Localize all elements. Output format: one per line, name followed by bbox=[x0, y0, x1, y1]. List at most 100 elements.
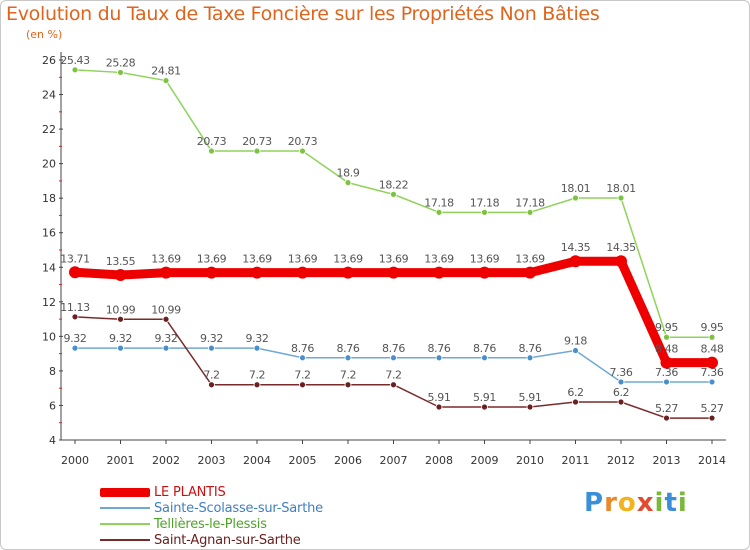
y-tick-label: 8 bbox=[49, 365, 56, 378]
data-label: 20.73 bbox=[197, 135, 227, 148]
data-label: 13.69 bbox=[424, 253, 454, 266]
y-tick-label: 6 bbox=[49, 399, 56, 412]
data-label: 13.69 bbox=[379, 253, 409, 266]
data-label: 9.18 bbox=[564, 335, 587, 348]
data-label: 13.69 bbox=[333, 253, 363, 266]
data-label: 6.2 bbox=[613, 386, 629, 399]
data-point bbox=[71, 313, 79, 321]
legend: LE PLANTIS Sainte-Scolasse-sur-Sarthe Tell… bbox=[100, 484, 323, 548]
legend-swatch bbox=[100, 523, 150, 525]
data-point bbox=[387, 266, 400, 279]
x-tick-label: 2011 bbox=[562, 454, 590, 467]
x-tick-label: 2003 bbox=[198, 454, 226, 467]
data-label: 13.69 bbox=[515, 253, 545, 266]
legend-label: Sainte-Scolasse-sur-Sarthe bbox=[154, 500, 323, 516]
axes: 4 6 8 10 12 14 16 18 20 22 24 26 2000 2001 2002 2003 200… bbox=[42, 52, 726, 467]
series-saint-agnan-sur-sarthe: 11.13 10.99 10.99 7.2 7.2 7.2 7.2 7.2 5.91 5.91 5.… bbox=[60, 301, 724, 422]
logo-letter: t bbox=[664, 488, 678, 518]
data-label: 9.32 bbox=[200, 332, 223, 345]
data-point bbox=[435, 403, 443, 411]
legend-item: Saint-Agnan-sur-Sarthe bbox=[100, 532, 323, 548]
data-point bbox=[569, 255, 582, 268]
data-label: 8.76 bbox=[337, 342, 360, 355]
y-tick-label: 14 bbox=[42, 261, 56, 274]
y-tick-label: 20 bbox=[42, 158, 56, 171]
data-point bbox=[117, 315, 124, 323]
data-label: 9.95 bbox=[655, 321, 678, 334]
unit-label: (en %) bbox=[26, 28, 63, 41]
data-label: 11.13 bbox=[60, 301, 90, 314]
legend-swatch bbox=[100, 507, 150, 509]
data-point bbox=[481, 354, 488, 362]
data-point bbox=[208, 344, 215, 352]
data-label: 17.18 bbox=[424, 196, 454, 209]
data-label: 7.2 bbox=[294, 369, 310, 382]
data-point bbox=[344, 381, 352, 389]
legend-swatch bbox=[100, 487, 150, 497]
data-point bbox=[208, 381, 215, 389]
line-chart: 4 6 8 10 12 14 16 18 20 22 24 26 2000 2001 2002 2003 200… bbox=[42, 52, 726, 467]
data-point bbox=[299, 147, 306, 155]
data-point bbox=[160, 266, 172, 279]
data-label: 8.76 bbox=[428, 342, 451, 355]
series-telli-res-le-plessis: 25.43 25.28 24.81 20.73 20.73 20.73 18.9 18.22 1… bbox=[60, 54, 724, 341]
x-tick-label: 2000 bbox=[61, 454, 89, 467]
data-point bbox=[478, 266, 491, 279]
data-label: 13.69 bbox=[151, 253, 181, 266]
data-label: 13.69 bbox=[197, 253, 227, 266]
data-point bbox=[208, 147, 215, 155]
x-tick-label: 2007 bbox=[380, 454, 408, 467]
data-point bbox=[617, 398, 625, 406]
data-point bbox=[71, 344, 79, 352]
x-tick-label: 2014 bbox=[698, 454, 726, 467]
data-point bbox=[708, 414, 716, 422]
data-point bbox=[524, 266, 536, 279]
data-point bbox=[117, 69, 124, 76]
data-label: 13.55 bbox=[106, 255, 136, 268]
data-label: 13.71 bbox=[60, 252, 90, 265]
data-label: 13.69 bbox=[242, 253, 272, 266]
data-label: 7.2 bbox=[249, 369, 265, 382]
x-tick-label: 2004 bbox=[243, 454, 271, 467]
data-label: 18.9 bbox=[337, 167, 360, 180]
data-point bbox=[435, 208, 443, 216]
data-point bbox=[526, 403, 534, 411]
x-tick-label: 2010 bbox=[516, 454, 544, 467]
data-point bbox=[253, 344, 261, 352]
data-label: 5.91 bbox=[428, 391, 451, 404]
data-point bbox=[617, 378, 625, 386]
data-label: 18.22 bbox=[379, 178, 409, 191]
data-label: 8.48 bbox=[655, 343, 678, 356]
data-point bbox=[615, 255, 627, 268]
data-label: 9.95 bbox=[701, 321, 724, 334]
y-tick-label: 4 bbox=[49, 434, 56, 447]
data-label: 7.36 bbox=[610, 366, 633, 379]
data-point bbox=[253, 147, 261, 155]
data-point bbox=[572, 194, 579, 202]
data-point bbox=[205, 266, 218, 279]
y-tick-label: 22 bbox=[42, 123, 56, 136]
data-label: 7.2 bbox=[203, 369, 219, 382]
data-label: 10.99 bbox=[151, 303, 181, 316]
data-label: 13.69 bbox=[288, 253, 318, 266]
legend-swatch bbox=[100, 539, 150, 541]
data-point bbox=[390, 381, 397, 389]
data-label: 7.2 bbox=[340, 369, 356, 382]
x-tick-label: 2013 bbox=[653, 454, 681, 467]
data-point bbox=[162, 315, 170, 323]
data-label: 7.2 bbox=[385, 369, 401, 382]
data-point bbox=[572, 398, 579, 406]
data-point bbox=[299, 381, 306, 389]
legend-label: Saint-Agnan-sur-Sarthe bbox=[154, 532, 301, 548]
data-point bbox=[572, 347, 579, 354]
logo-letter: r bbox=[604, 488, 618, 518]
data-label: 5.27 bbox=[701, 402, 724, 415]
data-point bbox=[526, 354, 534, 362]
data-label: 10.99 bbox=[106, 303, 136, 316]
data-label: 9.32 bbox=[64, 332, 87, 345]
x-tick-label: 2006 bbox=[334, 454, 362, 467]
data-point bbox=[117, 344, 124, 352]
series-le-plantis: 13.71 13.55 13.69 13.69 13.69 13.69 13.69 13.69… bbox=[60, 241, 724, 369]
data-label: 17.18 bbox=[470, 196, 500, 209]
logo-letter: P bbox=[584, 488, 605, 518]
